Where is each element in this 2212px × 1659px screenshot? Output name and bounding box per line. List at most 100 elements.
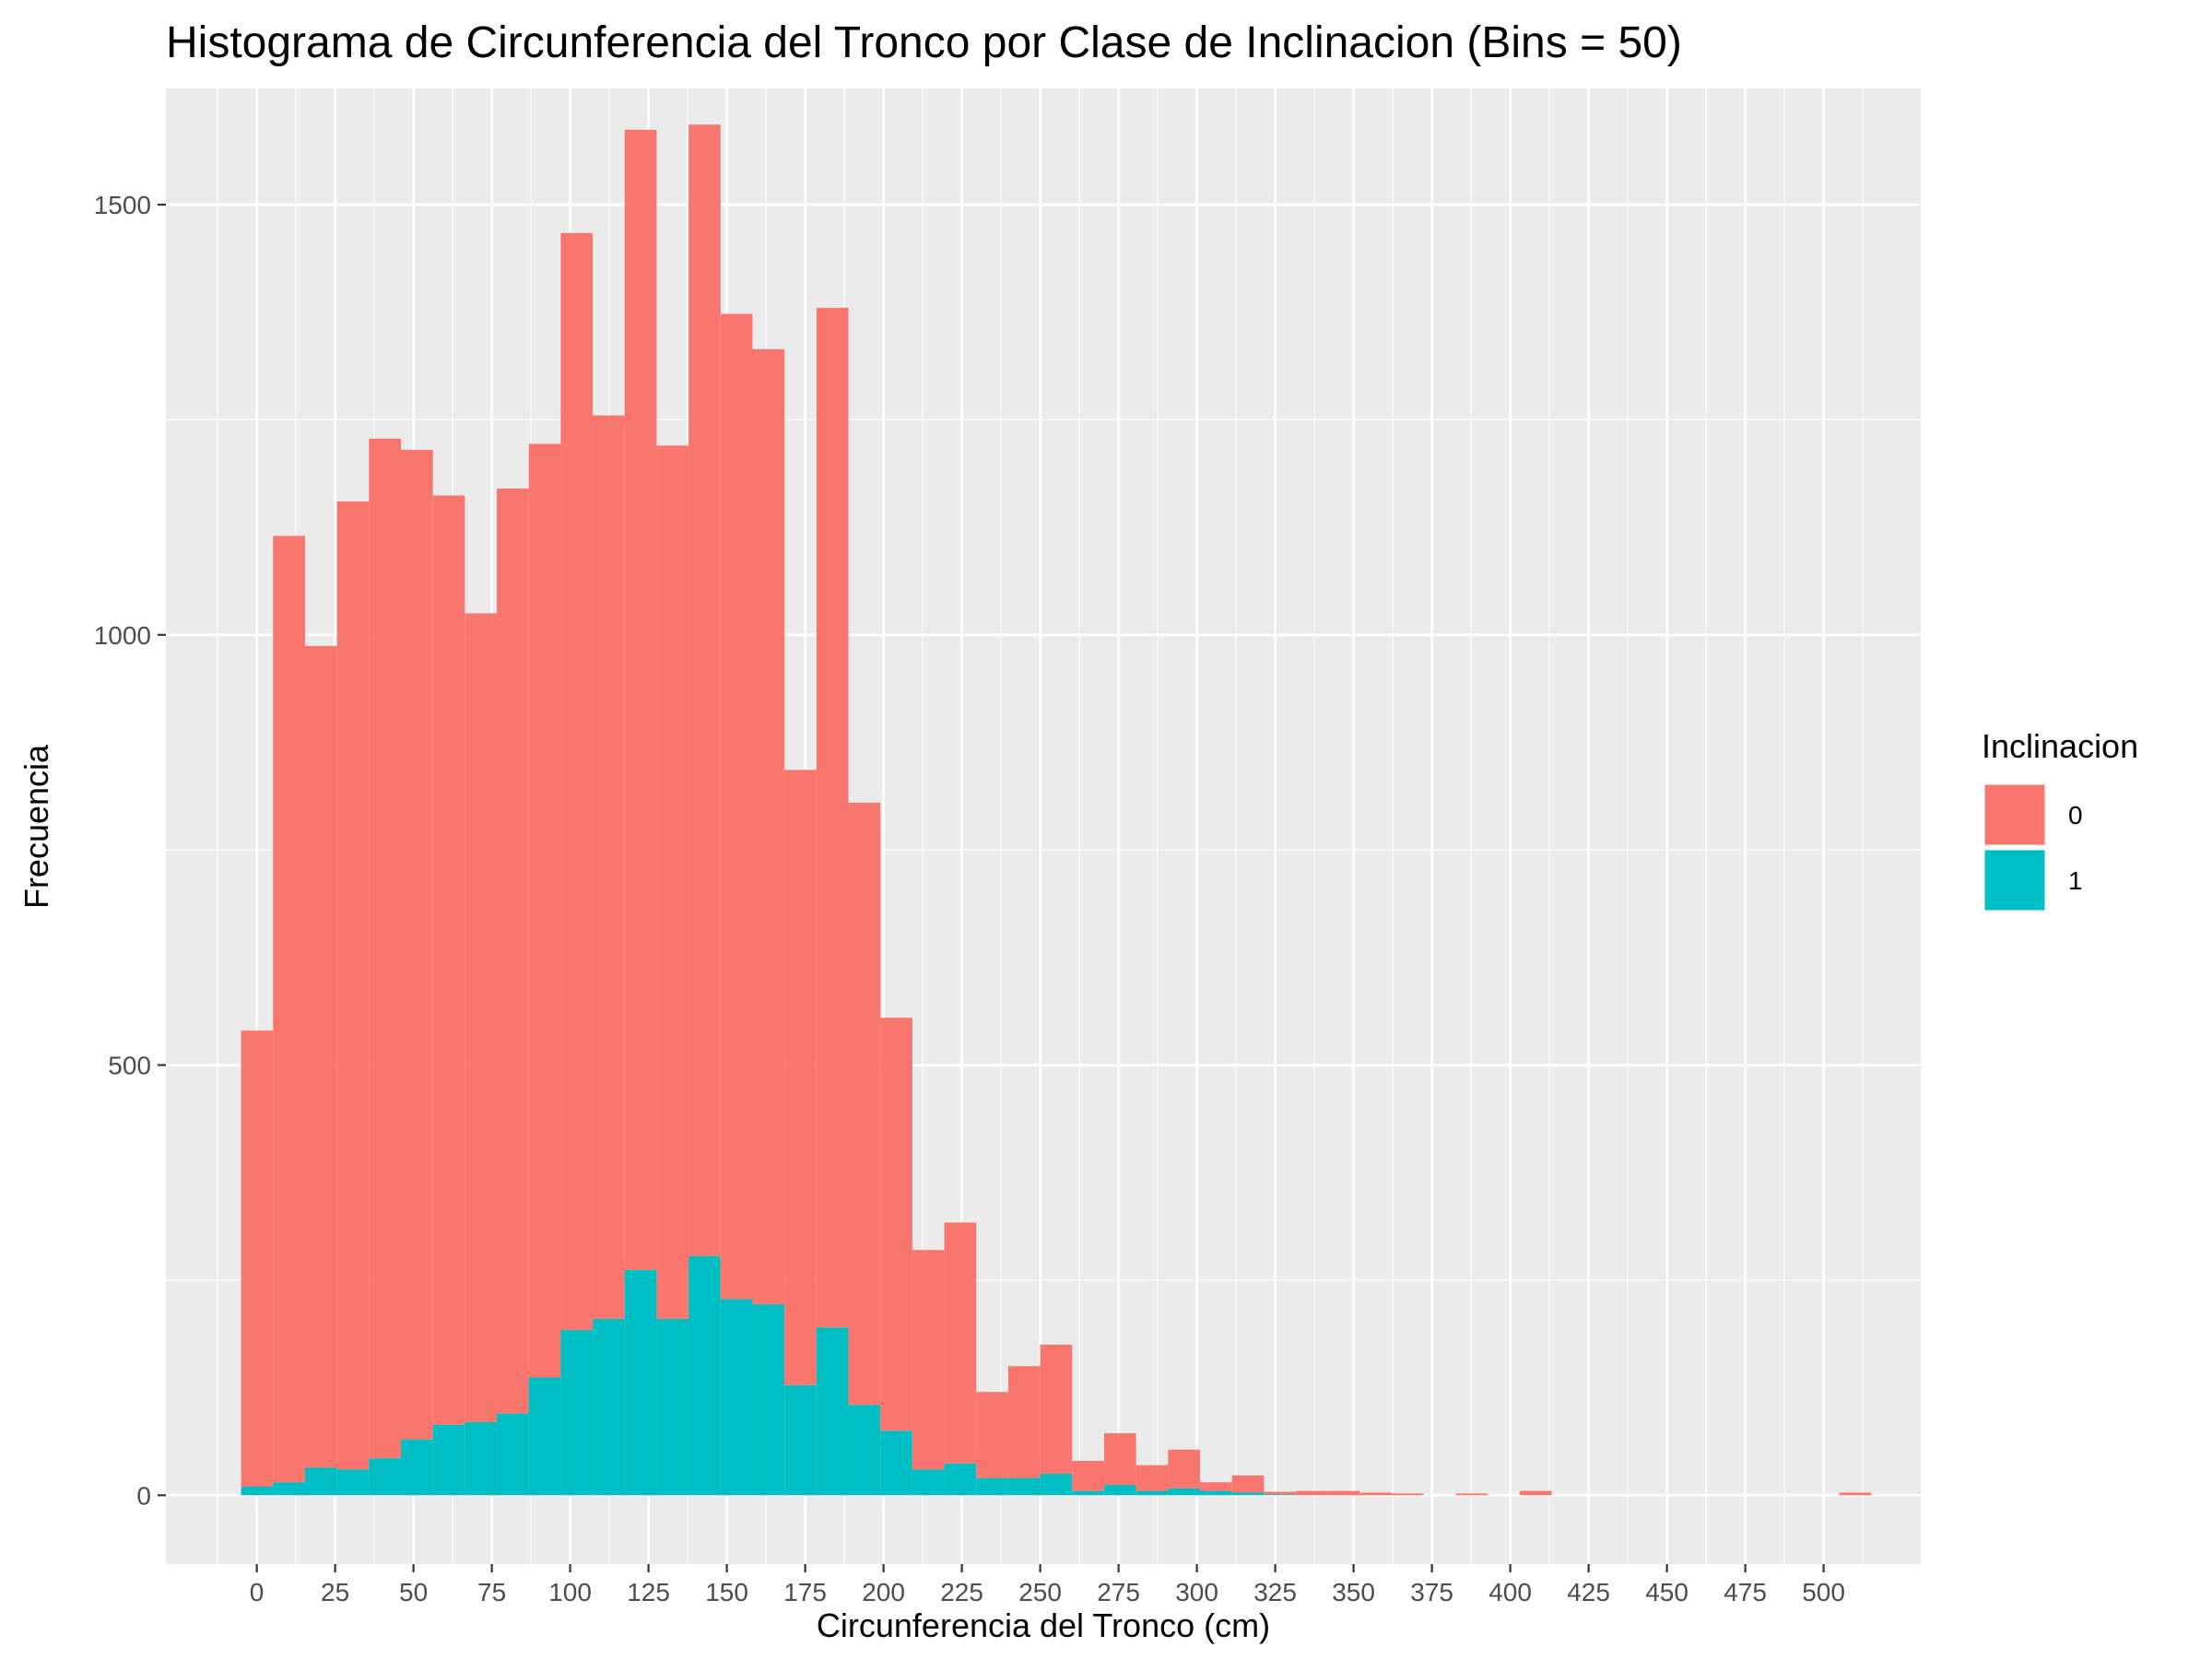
x-tick-label: 200 [862,1578,905,1606]
bar-inclinacion-1 [688,1255,721,1496]
x-tick-label: 350 [1332,1578,1375,1606]
bar-inclinacion-0 [1519,1490,1552,1496]
bar-inclinacion-1 [1168,1488,1200,1496]
x-tick-label: 125 [627,1578,670,1606]
bar-inclinacion-0 [784,770,817,1385]
bar-inclinacion-1 [465,1421,498,1496]
bar-inclinacion-0 [336,501,370,1470]
bar-inclinacion-0 [528,443,561,1378]
bar-inclinacion-0 [1327,1490,1360,1496]
bar-inclinacion-1 [432,1424,465,1496]
bar-inclinacion-0 [273,535,305,1483]
bar-inclinacion-0 [1200,1482,1232,1491]
bar-inclinacion-1 [273,1482,305,1496]
bar-inclinacion-1 [1231,1492,1265,1496]
bar-inclinacion-1 [369,1458,401,1496]
bar-inclinacion-0 [944,1222,977,1464]
bar-inclinacion-1 [304,1467,337,1496]
bar-inclinacion-1 [752,1304,785,1496]
bar-inclinacion-1 [1103,1485,1136,1496]
bar-inclinacion-0 [656,445,689,1319]
bar-inclinacion-1 [816,1327,849,1496]
bar-inclinacion-1 [1264,1494,1297,1496]
x-tick-label: 175 [783,1578,827,1606]
x-tick-label: 425 [1567,1578,1610,1606]
bar-inclinacion-0 [1135,1465,1169,1491]
legend-label-1: 1 [2068,866,2083,895]
legend-label-0: 0 [2068,801,2083,830]
bar-inclinacion-0 [880,1018,912,1431]
bar-inclinacion-0 [1392,1493,1424,1496]
bar-inclinacion-1 [784,1384,817,1496]
legend-key-1 [1982,847,2048,913]
y-tick-label: 1000 [94,621,151,650]
bar-inclinacion-1 [1040,1473,1073,1496]
bar-inclinacion-1 [336,1469,370,1496]
bar-inclinacion-1 [241,1486,274,1496]
bar-inclinacion-1 [656,1318,689,1496]
bar-inclinacion-0 [1296,1490,1328,1496]
bar-inclinacion-1 [401,1439,433,1496]
bar-inclinacion-0 [432,495,465,1425]
legend-title: Inclinacion [1982,727,2138,765]
x-tick-label: 325 [1253,1578,1297,1606]
x-tick-label: 250 [1018,1578,1062,1606]
x-tick-label: 450 [1645,1578,1688,1606]
bar-inclinacion-0 [465,613,498,1422]
bar-inclinacion-1 [593,1318,625,1496]
bar-inclinacion-1 [848,1405,881,1496]
bar-inclinacion-0 [752,348,785,1305]
bar-inclinacion-0 [304,645,337,1468]
legend-key-0 [1982,782,2048,848]
bar-inclinacion-1 [560,1330,594,1496]
histogram-bars [241,124,1872,1496]
x-tick-label: 300 [1175,1578,1218,1606]
x-tick-label: 50 [399,1578,428,1606]
x-tick-label: 75 [477,1578,506,1606]
bar-inclinacion-1 [1007,1477,1041,1496]
bar-inclinacion-0 [1103,1433,1136,1486]
bar-inclinacion-0 [1455,1493,1488,1496]
bar-inclinacion-1 [944,1463,977,1496]
bar-inclinacion-0 [1231,1475,1265,1493]
bar-inclinacion-1 [624,1269,657,1496]
x-tick-label: 275 [1097,1578,1140,1606]
legend: Inclinacion 0 1 [1982,727,2138,913]
y-tick-label: 500 [108,1052,151,1080]
bar-inclinacion-0 [976,1392,1008,1478]
y-axis-title: Frecuencia [18,744,55,909]
x-axis-title: Circunferencia del Tronco (cm) [817,1606,1270,1644]
x-tick-label: 0 [250,1578,265,1606]
bar-inclinacion-1 [1135,1490,1169,1496]
bar-inclinacion-1 [1200,1490,1232,1496]
bar-inclinacion-0 [560,232,594,1331]
bar-inclinacion-1 [1072,1490,1104,1496]
chart-title: Histograma de Circunferencia del Tronco … [166,18,1682,67]
bar-inclinacion-0 [816,308,849,1328]
x-tick-label: 400 [1488,1578,1532,1606]
x-axis-ticks: 0 25 50 75 100 125 150 175 200 225 250 275 300 325 350… [250,1564,1845,1606]
x-tick-label: 500 [1802,1578,1845,1606]
bar-inclinacion-0 [241,1030,274,1487]
bar-inclinacion-1 [912,1469,945,1496]
bar-inclinacion-0 [1072,1460,1104,1491]
bar-inclinacion-0 [369,438,401,1459]
bar-inclinacion-0 [1040,1344,1073,1474]
x-tick-label: 225 [940,1578,983,1606]
bar-inclinacion-0 [848,802,881,1406]
bar-inclinacion-0 [1839,1492,1872,1496]
bar-inclinacion-0 [720,313,753,1300]
bar-inclinacion-1 [528,1377,561,1496]
bar-inclinacion-1 [976,1477,1008,1496]
x-tick-label: 375 [1410,1578,1453,1606]
bar-inclinacion-0 [1007,1366,1041,1478]
bar-inclinacion-0 [688,124,721,1256]
y-tick-label: 0 [136,1481,151,1510]
bar-inclinacion-0 [1359,1492,1393,1496]
x-tick-label: 100 [548,1578,592,1606]
bar-inclinacion-1 [880,1430,912,1496]
x-tick-label: 25 [321,1578,349,1606]
bar-inclinacion-1 [497,1413,529,1496]
x-tick-label: 150 [705,1578,748,1606]
